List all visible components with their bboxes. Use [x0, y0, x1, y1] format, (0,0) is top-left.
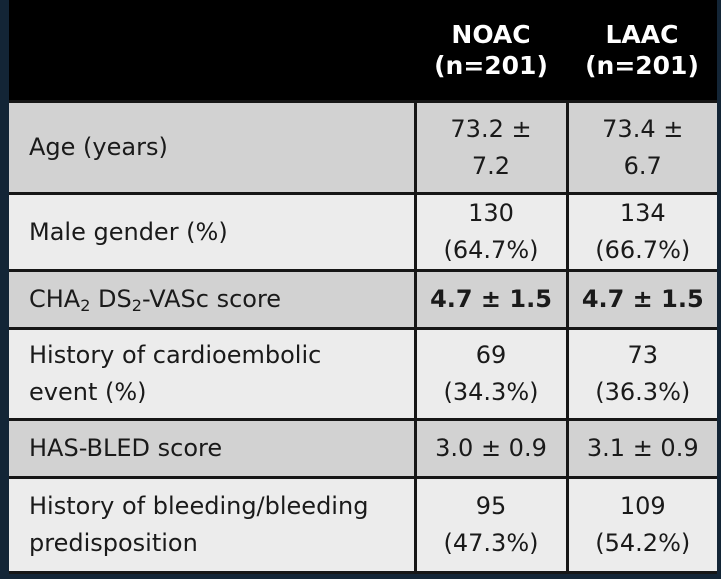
laac-value-line2: (36.3%) [595, 378, 691, 406]
noac-value: 3.0 ± 0.9 [415, 419, 569, 479]
label-part-vasc: -VASc score [141, 285, 282, 313]
label-part-ds: DS [90, 285, 132, 313]
noac-value-line2: (64.7%) [443, 236, 539, 264]
row-label-line1: History of bleeding/bleeding [29, 492, 369, 520]
noac-value: 4.7 ± 1.5 [415, 270, 569, 330]
laac-value-line2: (66.7%) [595, 236, 691, 264]
row-label-line2: predisposition [29, 529, 198, 557]
table-header-row: NOAC (n=201) LAAC (n=201) [9, 0, 717, 103]
baseline-characteristics-table: NOAC (n=201) LAAC (n=201) Age (years) 73… [9, 0, 717, 574]
row-label: Male gender (%) [9, 193, 417, 272]
laac-value: 73.4 ± 6.7 [567, 101, 717, 195]
label-part-cha: CHA [29, 285, 81, 313]
noac-value-line2: (34.3%) [443, 378, 539, 406]
noac-value: 95 (47.3%) [415, 477, 569, 574]
row-label: CHA2 DS2-VASc score [9, 270, 417, 330]
laac-value: 3.1 ± 0.9 [567, 419, 717, 479]
noac-value-line1: 95 [475, 492, 507, 520]
table-row-has-bled: HAS-BLED score 3.0 ± 0.9 3.1 ± 0.9 [9, 419, 717, 479]
row-label: History of bleeding/bleeding predisposit… [9, 477, 417, 574]
label-subscript: 2 [131, 296, 142, 315]
row-label: History of cardioembolic event (%) [9, 328, 417, 421]
header-laac-name: LAAC [605, 20, 679, 49]
noac-value: 69 (34.3%) [415, 328, 569, 421]
laac-value-line1: 73 [627, 341, 659, 369]
table-row-cardioembolic-history: History of cardioembolic event (%) 69 (3… [9, 328, 717, 421]
table-row-cha2ds2-vasc: CHA2 DS2-VASc score 4.7 ± 1.5 4.7 ± 1.5 [9, 270, 717, 330]
header-laac: LAAC (n=201) [567, 0, 717, 103]
noac-value-line2: (47.3%) [443, 529, 539, 557]
header-noac: NOAC (n=201) [415, 0, 567, 103]
row-label: Age (years) [9, 101, 417, 195]
noac-value-line1: 69 [475, 341, 507, 369]
noac-value-line1: 73.2 ± [450, 114, 532, 143]
row-label-line2: event (%) [29, 378, 147, 406]
laac-value: 109 (54.2%) [567, 477, 717, 574]
noac-value: 130 (64.7%) [415, 193, 569, 272]
header-laac-n: (n=201) [585, 51, 699, 80]
laac-value-line1: 109 [619, 492, 666, 520]
table-row-age: Age (years) 73.2 ± 7.2 73.4 ± 6.7 [9, 101, 717, 195]
laac-value-line1: 73.4 ± [602, 114, 684, 143]
laac-value-line1: 134 [619, 199, 666, 227]
header-noac-name: NOAC [451, 20, 531, 49]
laac-value: 4.7 ± 1.5 [567, 270, 717, 330]
noac-value-line2: 7.2 [471, 151, 511, 180]
laac-value-line2: 6.7 [623, 151, 662, 180]
table-row-bleeding-history: History of bleeding/bleeding predisposit… [9, 477, 717, 574]
header-blank-cell [9, 0, 415, 103]
noac-value: 73.2 ± 7.2 [415, 101, 569, 195]
noac-value-line1: 130 [468, 199, 514, 227]
row-label: HAS-BLED score [9, 419, 417, 479]
laac-value-line2: (54.2%) [595, 529, 691, 557]
row-label-line1: History of cardioembolic [29, 341, 322, 369]
laac-value: 134 (66.7%) [567, 193, 717, 272]
laac-value: 73 (36.3%) [567, 328, 717, 421]
table-row-male-gender: Male gender (%) 130 (64.7%) 134 (66.7%) [9, 193, 717, 272]
label-subscript: 2 [80, 296, 91, 315]
header-noac-n: (n=201) [434, 51, 548, 80]
